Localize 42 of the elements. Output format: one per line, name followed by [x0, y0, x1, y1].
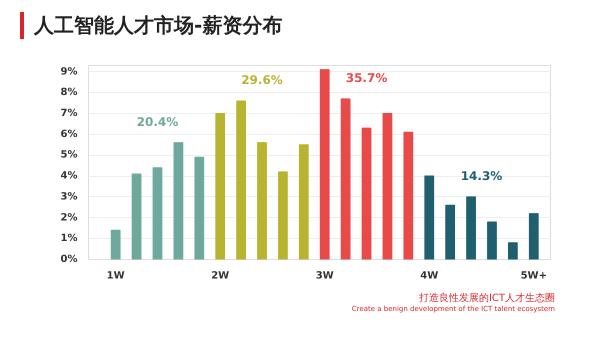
y-tick-label: 1%	[60, 233, 78, 244]
y-tick-label: 2%	[60, 212, 78, 224]
bar	[487, 221, 497, 260]
bar	[445, 204, 456, 260]
bar	[110, 230, 121, 260]
bar	[152, 167, 162, 260]
bar	[362, 128, 372, 260]
x-tick-label: 4W	[420, 270, 438, 282]
bar	[508, 242, 518, 260]
y-tick-label: 4%	[60, 170, 78, 182]
bar	[320, 69, 330, 260]
series-label: 20.4%	[136, 114, 178, 129]
y-tick-label: 0%	[60, 254, 78, 265]
x-tick-label: 5W+	[520, 270, 547, 282]
bar	[278, 171, 288, 260]
bar	[257, 142, 267, 260]
x-tick-label: 3W	[316, 270, 334, 282]
bar	[403, 132, 414, 260]
bar	[466, 196, 476, 260]
bar	[194, 156, 204, 260]
bar	[298, 144, 309, 260]
series-label: 14.3%	[460, 169, 502, 184]
bar	[236, 100, 246, 260]
y-tick-label: 3%	[60, 191, 78, 202]
y-tick-label: 5%	[60, 150, 78, 161]
y-tick-label: 8%	[60, 87, 78, 98]
y-tick-label: 9%	[60, 66, 78, 78]
x-tick-label: 2W	[211, 270, 230, 282]
bar	[528, 213, 539, 260]
bar	[174, 142, 184, 260]
bar	[382, 112, 392, 260]
y-tick-label: 6%	[60, 128, 78, 140]
y-tick-label: 7%	[60, 108, 78, 119]
bar	[424, 176, 434, 260]
series-label: 29.6%	[241, 73, 283, 88]
bar	[132, 173, 142, 260]
series-label: 35.7%	[346, 71, 388, 86]
x-tick-label: 1W	[106, 270, 125, 282]
bar	[340, 98, 351, 260]
chart-title: 人工智能人才市场-薪资分布	[20, 12, 282, 39]
bar	[215, 112, 226, 260]
text: 打造良性发展的ICT人才生态圈	[418, 292, 555, 305]
